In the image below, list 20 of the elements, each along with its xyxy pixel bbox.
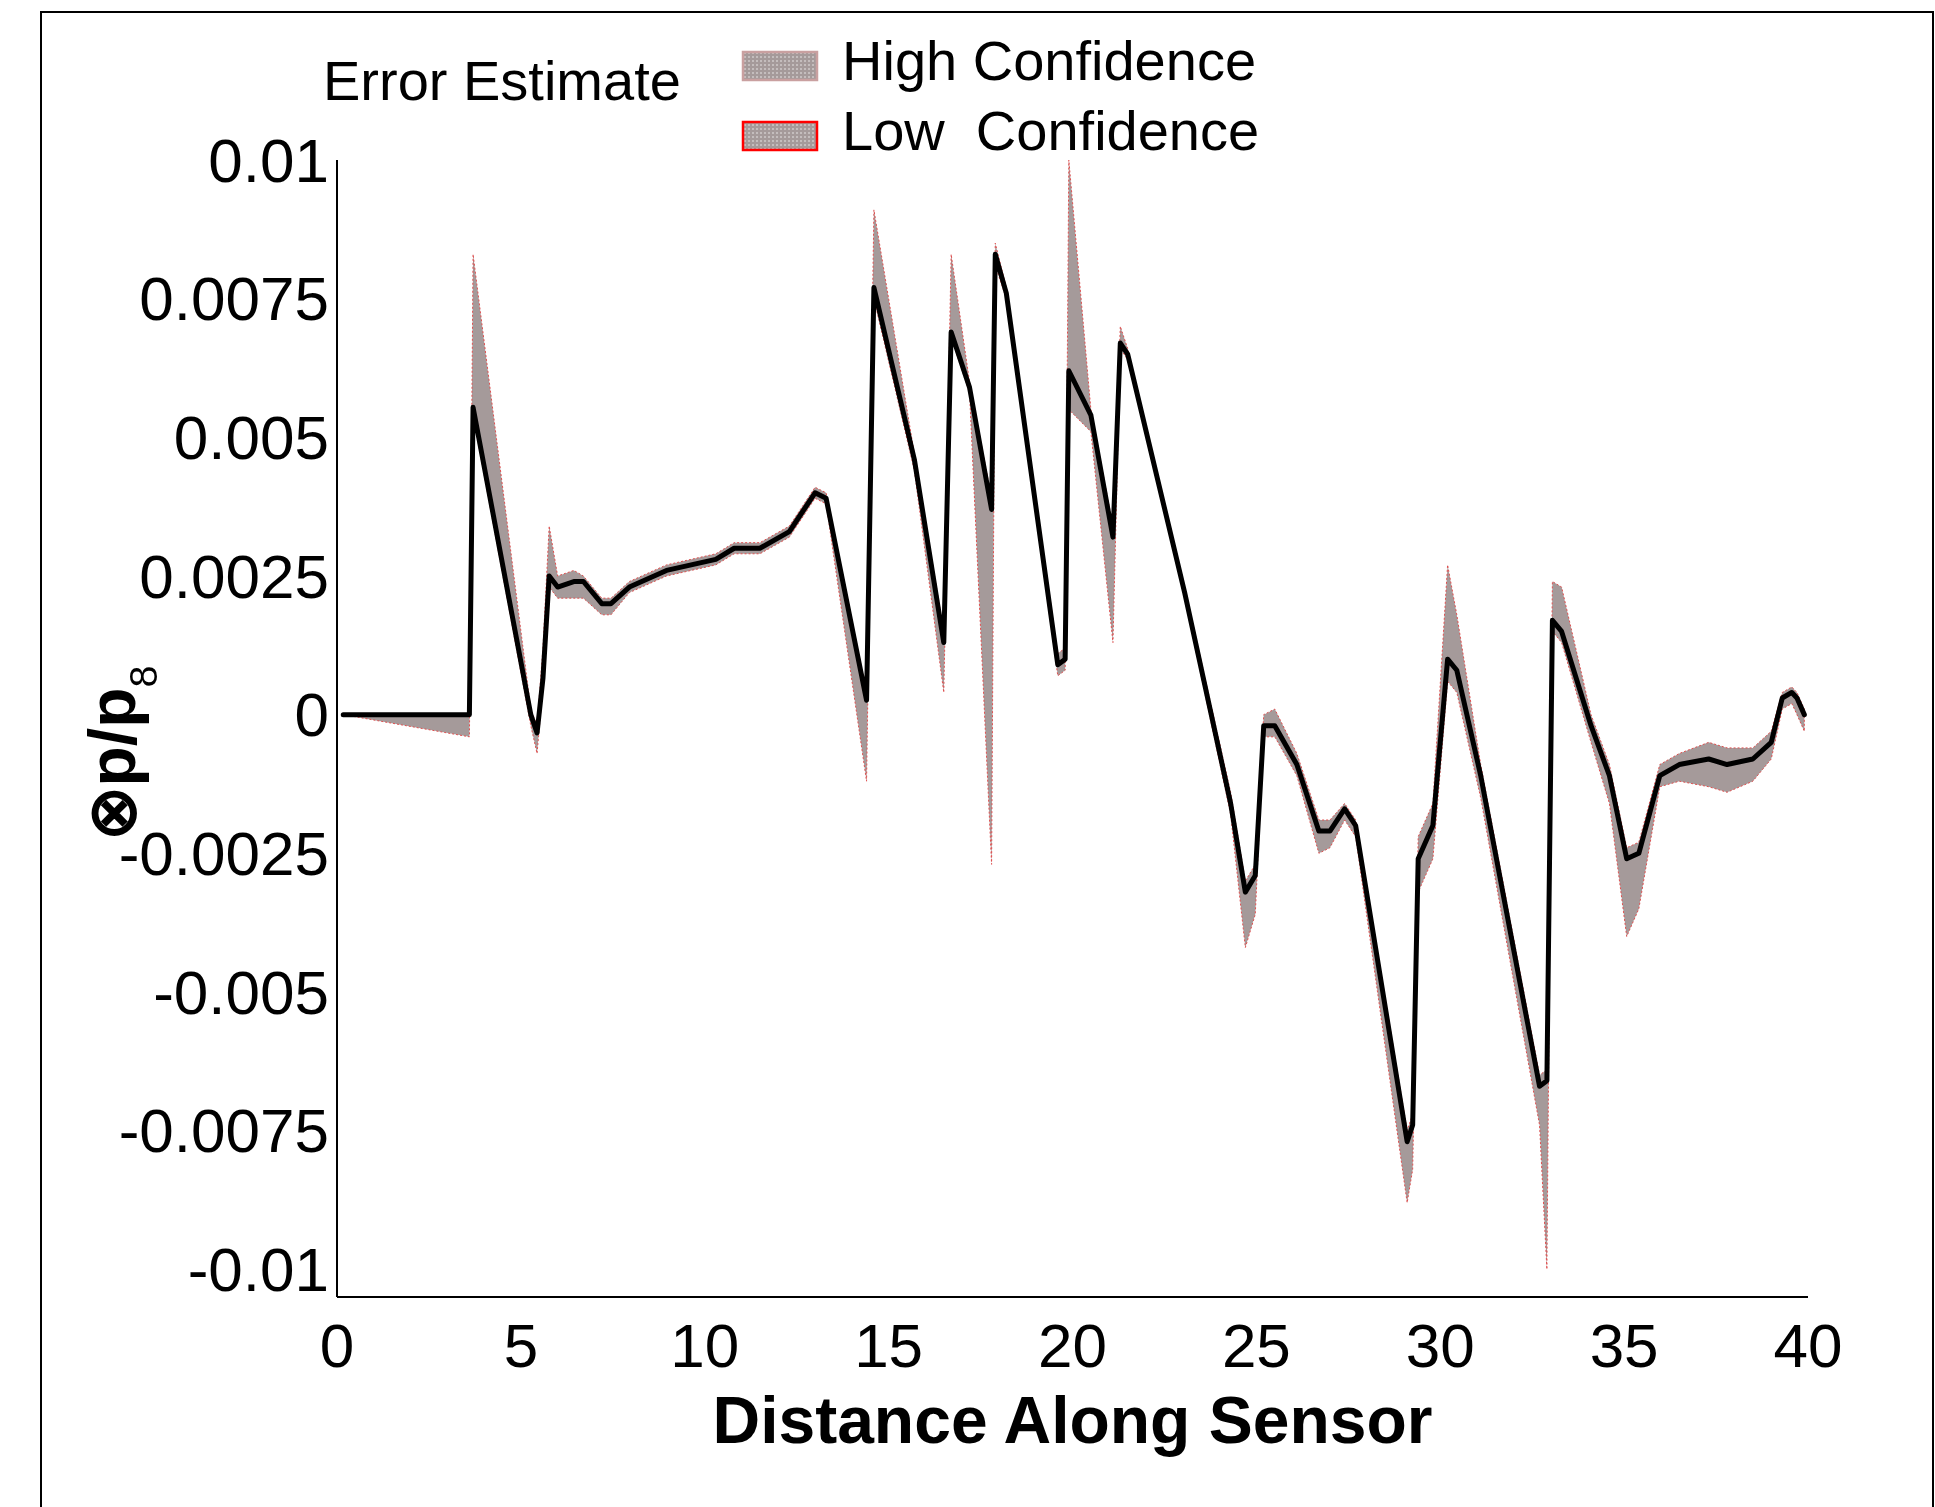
y-tick-label: 0 bbox=[294, 680, 329, 750]
legend-title: Error Estimate bbox=[323, 49, 681, 112]
y-tick-label: 0.0075 bbox=[139, 264, 329, 334]
annotation: Low Confidence bbox=[842, 99, 1260, 162]
x-tick-label: 20 bbox=[1038, 1311, 1107, 1380]
x-tick-label: 10 bbox=[670, 1311, 740, 1380]
x-tick-label: 5 bbox=[503, 1311, 539, 1380]
y-tick-label: -0.0075 bbox=[118, 1096, 329, 1166]
x-tick-label: 30 bbox=[1405, 1311, 1475, 1380]
x-tick-label: 25 bbox=[1221, 1311, 1291, 1380]
x-tick-label: 35 bbox=[1589, 1311, 1659, 1380]
y-tick-label: 0.005 bbox=[173, 403, 329, 473]
x-axis-title: Distance Along Sensor bbox=[712, 1383, 1433, 1457]
y-tick-label: -0.005 bbox=[153, 957, 329, 1027]
y-tick-label: -0.01 bbox=[187, 1234, 329, 1304]
x-tick-label: 15 bbox=[854, 1311, 924, 1380]
x-tick-label: 40 bbox=[1773, 1311, 1843, 1380]
y-tick-label: 0.01 bbox=[208, 125, 329, 195]
y-tick-label: 0.0025 bbox=[139, 541, 329, 611]
text: High Confidence bbox=[842, 29, 1257, 92]
